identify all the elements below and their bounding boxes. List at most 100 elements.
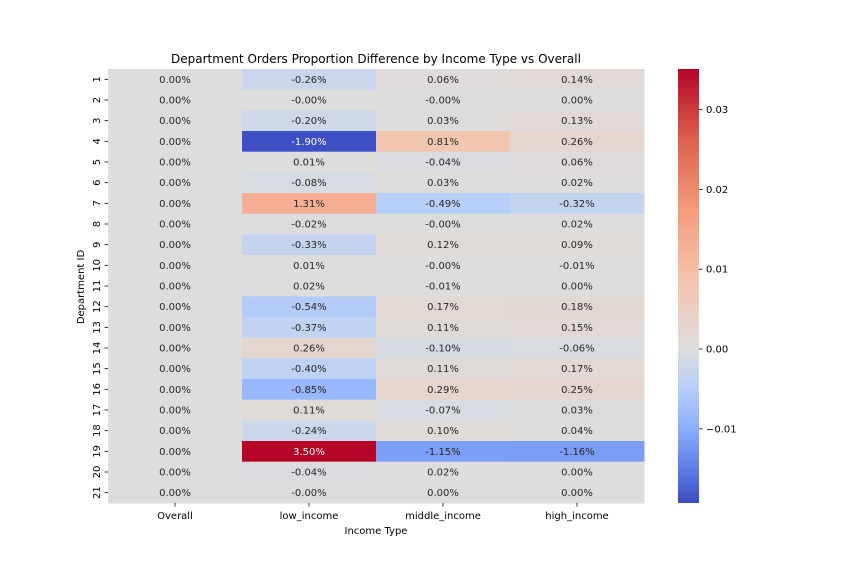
cell-value-label: 0.00% <box>159 240 191 251</box>
cell-value-label: -0.20% <box>291 116 326 127</box>
heatmap-cell <box>108 337 243 359</box>
heatmap-cell <box>108 441 243 463</box>
heatmap-cell <box>242 358 377 380</box>
cell-value-label: 3.50% <box>293 447 325 458</box>
heatmap-cell <box>108 131 243 153</box>
heatmap-cell <box>376 255 511 277</box>
cell-value-label: -0.08% <box>291 178 326 189</box>
y-tick-label: 9 <box>92 241 103 247</box>
cell-value-label: 0.17% <box>427 302 459 313</box>
cell-value-label: 0.03% <box>427 178 459 189</box>
cell-value-label: -0.02% <box>291 220 326 231</box>
colorbar-tick-label: −0.01 <box>706 424 737 435</box>
y-tick-label: 3 <box>92 117 103 123</box>
cell-value-label: -1.16% <box>559 447 594 458</box>
heatmap-cell <box>376 379 511 401</box>
heatmap-cell <box>510 172 645 194</box>
cell-value-label: 0.00% <box>159 96 191 107</box>
cell-value-label: 0.01% <box>293 261 325 272</box>
heatmap-cell <box>108 358 243 380</box>
y-tick-label: 21 <box>92 486 103 499</box>
y-tick-label: 5 <box>92 159 103 165</box>
cell-value-label: 0.25% <box>561 385 593 396</box>
cell-value-label: 0.26% <box>561 137 593 148</box>
heatmap-cell <box>242 255 377 277</box>
heatmap-cell <box>510 399 645 421</box>
heatmap-cell <box>242 193 377 215</box>
cell-value-label: -1.15% <box>425 447 460 458</box>
y-tick-label: 10 <box>92 259 103 272</box>
cell-value-label: -0.06% <box>559 344 594 355</box>
cell-value-label: 0.26% <box>293 344 325 355</box>
cell-value-label: 0.04% <box>561 426 593 437</box>
cell-value-label: 0.00% <box>159 385 191 396</box>
heatmap-cell <box>108 420 243 442</box>
heatmap-cell <box>376 461 511 483</box>
y-tick-label: 14 <box>92 342 103 355</box>
heatmap-cell <box>108 172 243 194</box>
heatmap-cell <box>376 296 511 318</box>
cell-value-label: 0.09% <box>561 240 593 251</box>
cell-value-label: 0.00% <box>159 261 191 272</box>
cell-value-label: -0.00% <box>425 220 460 231</box>
heatmap-cell <box>242 275 377 297</box>
heatmap-cell <box>108 234 243 256</box>
heatmap-cell <box>376 234 511 256</box>
heatmap-cell <box>510 379 645 401</box>
cell-value-label: 0.01% <box>293 158 325 169</box>
heatmap-cell <box>242 420 377 442</box>
cell-value-label: 0.00% <box>561 468 593 479</box>
heatmap-cell <box>376 420 511 442</box>
cell-value-label: 0.00% <box>427 488 459 499</box>
heatmap-cell <box>242 399 377 421</box>
colorbar-tick-label: 0.03 <box>706 105 728 116</box>
heatmap-cell <box>510 296 645 318</box>
cell-value-label: -1.90% <box>291 137 326 148</box>
cell-value-label: 0.00% <box>159 158 191 169</box>
colorbar-tick-label: 0.00 <box>706 345 728 356</box>
cell-value-label: 0.00% <box>561 282 593 293</box>
heatmap-cell <box>376 69 511 91</box>
heatmap-cell <box>242 441 377 463</box>
y-tick-label: 11 <box>92 280 103 293</box>
heatmap-cell <box>242 110 377 132</box>
x-tick-label: low_income <box>280 511 339 522</box>
cell-value-label: 0.14% <box>561 75 593 86</box>
y-tick-label: 2 <box>92 97 103 103</box>
heatmap-cell <box>510 131 645 153</box>
cell-value-label: 0.00% <box>561 488 593 499</box>
heatmap-cell <box>376 193 511 215</box>
cell-value-label: -0.33% <box>291 240 326 251</box>
heatmap-cell <box>510 275 645 297</box>
cell-value-label: 0.13% <box>561 116 593 127</box>
y-axis-label: Department ID <box>76 250 87 325</box>
heatmap-cell <box>376 131 511 153</box>
heatmap-cell <box>510 89 645 111</box>
heatmap-cell <box>376 482 511 504</box>
cell-value-label: -0.32% <box>559 199 594 210</box>
y-tick-label: 13 <box>92 321 103 334</box>
cell-value-label: 0.00% <box>159 488 191 499</box>
x-tick-label: high_income <box>545 511 608 522</box>
cell-value-label: -0.54% <box>291 302 326 313</box>
cell-value-label: 0.17% <box>561 364 593 375</box>
cell-value-label: 0.18% <box>561 302 593 313</box>
heatmap-cell <box>242 461 377 483</box>
cell-value-label: 0.00% <box>159 323 191 334</box>
heatmap-cell <box>510 110 645 132</box>
cell-value-label: -0.00% <box>291 96 326 107</box>
cell-value-label: -0.26% <box>291 75 326 86</box>
heatmap-cell-labels: 0.00% -0.26% 0.06% 0.14% 0.00% -0.00% -0.00% 0.… <box>159 75 595 499</box>
cell-value-label: -0.01% <box>559 261 594 272</box>
cell-value-label: 0.15% <box>561 323 593 334</box>
cell-value-label: 0.00% <box>159 302 191 313</box>
colorbar <box>678 69 699 503</box>
y-tick-label: 12 <box>92 300 103 313</box>
heatmap-cell <box>242 337 377 359</box>
cell-value-label: 0.06% <box>561 158 593 169</box>
heatmap-cell <box>510 337 645 359</box>
cell-value-label: 0.02% <box>561 178 593 189</box>
cell-value-label: -0.00% <box>425 96 460 107</box>
heatmap-cell <box>376 89 511 111</box>
